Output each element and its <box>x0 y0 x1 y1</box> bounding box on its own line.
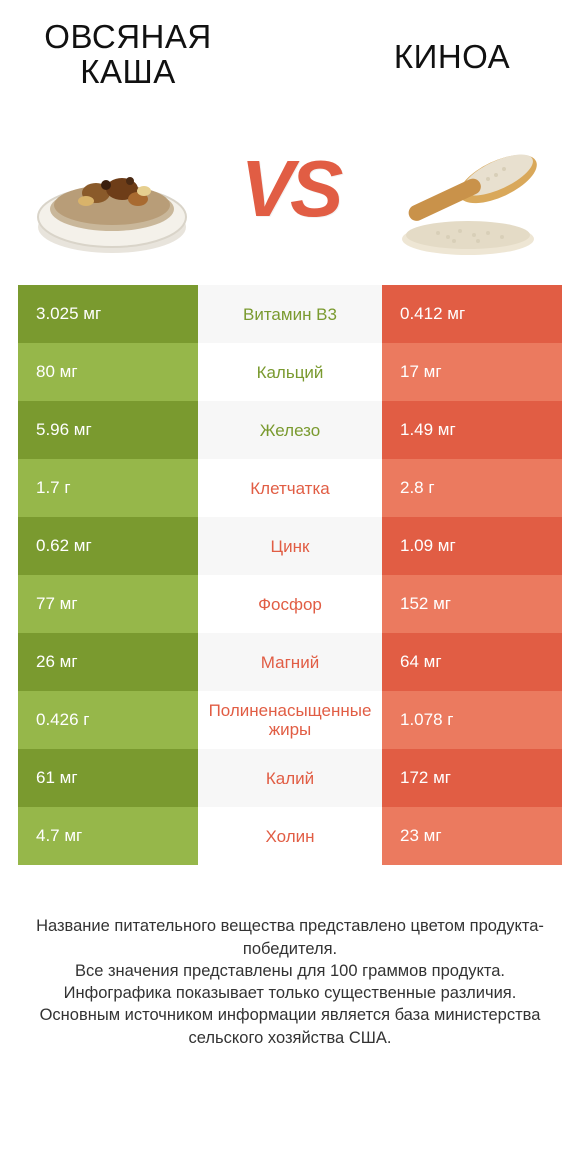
footer-line: Название питательного вещества представл… <box>26 915 554 960</box>
right-value-cell: 23 мг <box>382 807 562 865</box>
table-row: 4.7 мгХолин23 мг <box>18 807 562 865</box>
nutrient-label: Холин <box>198 807 382 865</box>
footer-notes: Название питательного вещества представл… <box>18 915 562 1049</box>
table-row: 61 мгКалий172 мг <box>18 749 562 807</box>
quinoa-image <box>378 109 558 269</box>
left-title-line1: ОВСЯНАЯ <box>44 18 211 55</box>
table-row: 5.96 мгЖелезо1.49 мг <box>18 401 562 459</box>
left-product-title: ОВСЯНАЯ КАША <box>28 20 228 89</box>
left-value-cell: 26 мг <box>18 633 198 691</box>
oatmeal-image <box>22 109 202 269</box>
table-row: 0.62 мгЦинк1.09 мг <box>18 517 562 575</box>
nutrient-label: Цинк <box>198 517 382 575</box>
left-value-cell: 4.7 мг <box>18 807 198 865</box>
footer-line: Основным источником информации является … <box>26 1004 554 1049</box>
table-row: 1.7 гКлетчатка2.8 г <box>18 459 562 517</box>
right-value-cell: 1.09 мг <box>382 517 562 575</box>
right-value-cell: 172 мг <box>382 749 562 807</box>
right-value-cell: 1.078 г <box>382 691 562 749</box>
nutrient-label: Железо <box>198 401 382 459</box>
table-row: 0.426 гПолиненасыщенные жиры1.078 г <box>18 691 562 749</box>
right-value-cell: 0.412 мг <box>382 285 562 343</box>
left-value-cell: 0.62 мг <box>18 517 198 575</box>
comparison-table: 3.025 мгВитамин B30.412 мг80 мгКальций17… <box>18 285 562 865</box>
left-value-cell: 1.7 г <box>18 459 198 517</box>
left-title-line2: КАША <box>80 53 176 90</box>
hero-row: VS <box>18 99 562 279</box>
left-value-cell: 80 мг <box>18 343 198 401</box>
nutrient-label: Калий <box>198 749 382 807</box>
right-value-cell: 152 мг <box>382 575 562 633</box>
table-row: 80 мгКальций17 мг <box>18 343 562 401</box>
right-product-title: КИНОА <box>352 40 552 75</box>
table-row: 26 мгМагний64 мг <box>18 633 562 691</box>
left-value-cell: 77 мг <box>18 575 198 633</box>
right-value-cell: 64 мг <box>382 633 562 691</box>
nutrient-label: Фосфор <box>198 575 382 633</box>
right-value-cell: 1.49 мг <box>382 401 562 459</box>
table-row: 77 мгФосфор152 мг <box>18 575 562 633</box>
nutrient-label: Полиненасыщенные жиры <box>198 691 382 749</box>
nutrient-label: Клетчатка <box>198 459 382 517</box>
infographic: ОВСЯНАЯ КАША КИНОА VS <box>0 0 580 1174</box>
left-value-cell: 0.426 г <box>18 691 198 749</box>
footer-line: Все значения представлены для 100 граммо… <box>26 960 554 982</box>
titles-row: ОВСЯНАЯ КАША КИНОА <box>18 20 562 99</box>
table-row: 3.025 мгВитамин B30.412 мг <box>18 285 562 343</box>
right-value-cell: 17 мг <box>382 343 562 401</box>
left-value-cell: 61 мг <box>18 749 198 807</box>
nutrient-label: Магний <box>198 633 382 691</box>
nutrient-label: Кальций <box>198 343 382 401</box>
nutrient-label: Витамин B3 <box>198 285 382 343</box>
left-value-cell: 5.96 мг <box>18 401 198 459</box>
vs-label: VS <box>241 143 340 235</box>
left-value-cell: 3.025 мг <box>18 285 198 343</box>
right-value-cell: 2.8 г <box>382 459 562 517</box>
footer-line: Инфографика показывает только существенн… <box>26 982 554 1004</box>
